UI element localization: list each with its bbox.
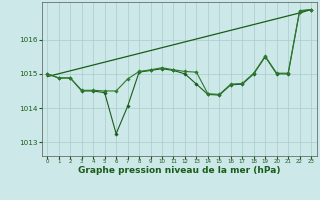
X-axis label: Graphe pression niveau de la mer (hPa): Graphe pression niveau de la mer (hPa)	[78, 166, 280, 175]
